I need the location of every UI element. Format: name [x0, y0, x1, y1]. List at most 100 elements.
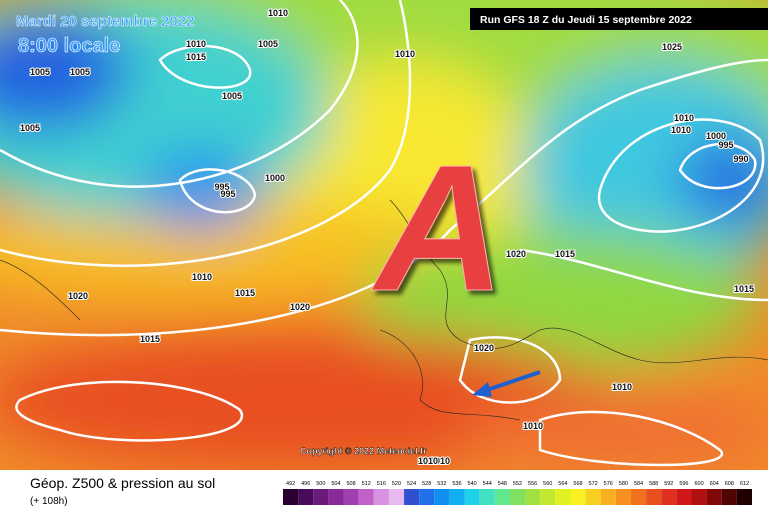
legend-swatch: [736, 489, 752, 505]
legend-value: 520: [392, 481, 401, 487]
legend-swatch: [585, 489, 601, 505]
legend-swatch: [630, 489, 647, 505]
legend-value: 572: [589, 481, 598, 487]
legend-swatch: [676, 489, 692, 505]
isobar-label: 995: [214, 182, 229, 192]
legend-value: 536: [452, 481, 461, 487]
legend-value: 584: [634, 481, 643, 487]
legend-swatch: [706, 489, 722, 505]
legend-value: 608: [725, 481, 734, 487]
legend-swatch: [600, 489, 616, 505]
legend-value: 508: [346, 481, 355, 487]
legend-value: 516: [377, 481, 386, 487]
isobar-label: 1015: [186, 52, 206, 62]
legend-swatch: [615, 489, 631, 505]
legend-swatch: [721, 489, 737, 505]
map-background: [0, 0, 768, 470]
legend-swatch: [343, 489, 359, 505]
isobar-label: 1015: [555, 249, 575, 259]
legend-swatch: [283, 489, 299, 505]
isobar-label: 1025: [662, 42, 682, 52]
footer-title: Géop. Z500 & pression au sol: [30, 475, 215, 491]
legend-value: 540: [468, 481, 477, 487]
isobar-label: 995: [220, 189, 235, 199]
isobar-label: 1020: [474, 343, 494, 353]
date: Mardi 20 septembre 2022: [16, 13, 194, 30]
footer-subtitle: (+ 108h): [30, 496, 68, 507]
legend-value: 600: [694, 481, 703, 487]
legend-swatch: [449, 489, 465, 505]
copyright: Copyright © 2022 Meteociel.fr: [300, 446, 427, 456]
isobar-label: 1000: [706, 131, 726, 141]
legend-value: 596: [679, 481, 688, 487]
legend-value: 528: [422, 481, 431, 487]
legend-value: 556: [528, 481, 537, 487]
isobar-label: 1005: [222, 91, 242, 101]
color-legend: 492 496 500 504 508 512 516 520 524 528 532 536 540 5…: [283, 481, 752, 505]
legend-value: 580: [619, 481, 628, 487]
isobar-label: 1005: [20, 123, 40, 133]
isobar-label: 1010: [671, 125, 691, 135]
legend-swatch: [434, 489, 450, 505]
legend-value: 512: [362, 481, 371, 487]
isobar-label: 1010: [612, 382, 632, 392]
run-info: Run GFS 18 Z du Jeudi 15 septembre 2022: [480, 14, 692, 26]
isobar-label: 1010: [523, 421, 543, 431]
isobar-label: 1010: [186, 39, 206, 49]
legend-value: 576: [604, 481, 613, 487]
legend-swatch: [509, 489, 526, 505]
legend-value: 552: [513, 481, 522, 487]
isobar-label: 1010: [418, 456, 438, 466]
run-box: [470, 8, 768, 30]
legend-swatch: [494, 489, 510, 505]
legend-swatch: [419, 489, 435, 505]
legend-swatch: [328, 489, 344, 505]
high-pressure-label: A: [371, 128, 505, 329]
legend-value: 548: [498, 481, 507, 487]
legend-swatch: [373, 489, 389, 505]
isobar-label: 1010: [430, 456, 450, 466]
legend-swatch: [313, 489, 329, 505]
isobar-label: 1020: [290, 302, 310, 312]
legend-value: 560: [543, 481, 552, 487]
isobar-label: 1005: [30, 67, 50, 77]
isobar-label: 1015: [235, 288, 255, 298]
legend-value: 588: [649, 481, 658, 487]
legend-value: 592: [664, 481, 673, 487]
legend-swatch: [464, 489, 480, 505]
coastlines: [0, 199, 768, 421]
legend-value: 564: [558, 481, 567, 487]
legend-swatch: [525, 489, 541, 505]
isobar-label: 1000: [265, 173, 285, 183]
isobar-label: 1010: [395, 49, 415, 59]
isobar-label: 1020: [506, 249, 526, 259]
legend-swatch: [404, 489, 420, 505]
legend-swatch: [570, 489, 586, 505]
legend-swatch: [555, 489, 571, 505]
isobar-label: 995: [718, 140, 733, 150]
isobar-label: 1015: [140, 334, 160, 344]
legend-value: 496: [301, 481, 310, 487]
isobar-label: 1005: [70, 67, 90, 77]
isobar-label: 1015: [734, 284, 754, 294]
legend-swatch: [388, 489, 405, 505]
isobar-label: 1010: [674, 113, 694, 123]
legend-value: 532: [437, 481, 446, 487]
legend-value: 612: [740, 481, 749, 487]
legend-swatch: [646, 489, 662, 505]
isobars: [0, 0, 768, 467]
legend-value: 500: [316, 481, 325, 487]
legend-swatch: [540, 489, 556, 505]
legend-swatch: [358, 489, 374, 505]
legend-value: 492: [286, 481, 295, 487]
legend-value: 524: [407, 481, 416, 487]
arrow: [472, 370, 541, 397]
isobar-label: 1005: [258, 39, 278, 49]
isobar-label: 1010: [268, 8, 288, 18]
isobar-label: 1020: [68, 291, 88, 301]
legend-swatch: [661, 489, 677, 505]
time: 8:00 locale: [18, 35, 120, 57]
legend-value: 544: [483, 481, 492, 487]
